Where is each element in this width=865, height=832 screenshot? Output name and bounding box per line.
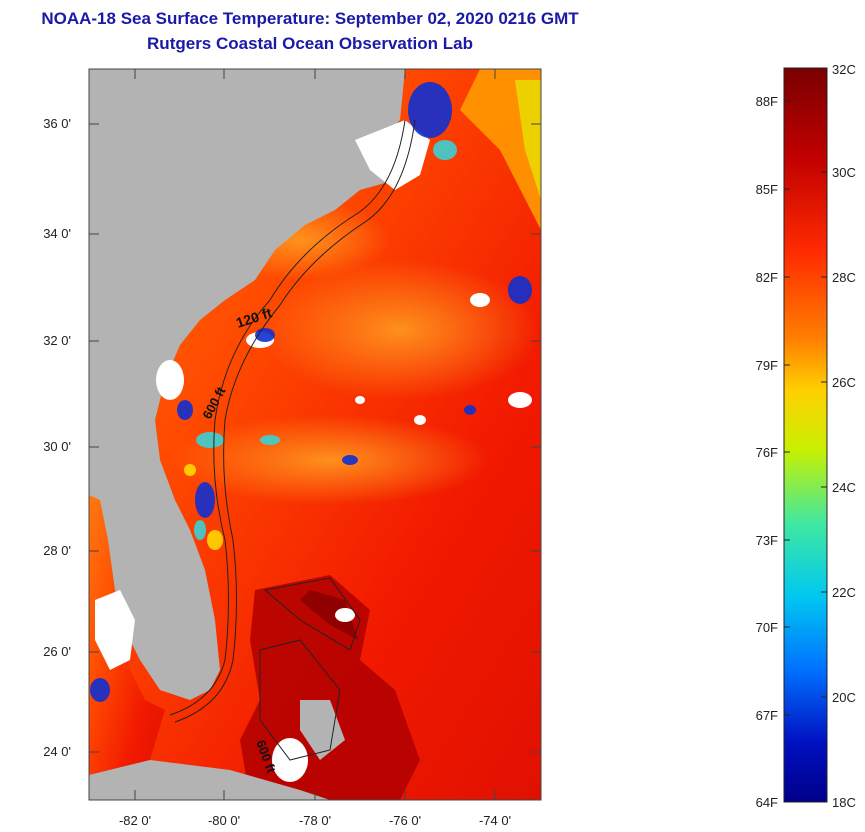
colorbar-c-label: 32C: [832, 62, 856, 77]
lat-label: 34 0': [43, 226, 71, 241]
lon-label: -76 0': [388, 813, 422, 828]
colorbar-f-label: 64F: [755, 795, 778, 810]
bahamas-contour: [259, 639, 341, 761]
colorbar-f-label: 88F: [755, 94, 778, 109]
lon-label: -78 0': [298, 813, 332, 828]
colorbar-c-label: 18C: [832, 795, 856, 810]
sst-map-area[interactable]: [89, 69, 541, 800]
lat-label: 32 0': [43, 333, 71, 348]
colorbar-c-label: 22C: [832, 585, 856, 600]
lon-label: -74 0': [478, 813, 512, 828]
colorbar-c-label: 30C: [832, 165, 856, 180]
bahamas-contour: [263, 577, 361, 651]
cuba-land: [89, 760, 330, 800]
lon-label: -80 0': [207, 813, 241, 828]
warm-streak: [170, 415, 490, 505]
colorbar-f-label: 70F: [755, 620, 778, 635]
lat-label: 28 0': [43, 543, 71, 558]
cloud-patch: [355, 120, 430, 190]
colorbar-f-label: 73F: [755, 533, 778, 548]
colorbar: [783, 67, 828, 803]
cool-speckles: [184, 464, 223, 550]
colorbar-c-label: 28C: [832, 270, 856, 285]
contour-120ft: [169, 119, 406, 716]
colorbar-f-label: 67F: [755, 708, 778, 723]
colorbar-f-label: 85F: [755, 182, 778, 197]
lat-label: 26 0': [43, 644, 71, 659]
lon-ticks: [134, 69, 496, 800]
map-title: NOAA-18 Sea Surface Temperature: Septemb…: [41, 9, 579, 28]
land-mass: [89, 69, 405, 700]
warm-bahamas-region: [300, 590, 358, 640]
lon-label: -82 0': [118, 813, 152, 828]
map-subtitle: Rutgers Coastal Ocean Observation Lab: [147, 34, 473, 53]
colorbar-f-label: 76F: [755, 445, 778, 460]
contour-600ft: [174, 119, 416, 723]
andros-island: [300, 700, 345, 760]
cool-ne-corner: [515, 80, 541, 200]
lat-label: 36 0': [43, 116, 71, 131]
gulf-of-mexico: [89, 495, 165, 800]
colorbar-f-label: 79F: [755, 358, 778, 373]
cloud-patches: [95, 293, 532, 782]
warm-streak: [260, 260, 540, 400]
lat-ticks: [89, 123, 541, 753]
cool-speckles: [90, 82, 532, 702]
colorbar-c-label: 24C: [832, 480, 856, 495]
cool-speckles: [194, 140, 457, 540]
colorbar-c-label: 20C: [832, 690, 856, 705]
colorbar-c-label: 26C: [832, 375, 856, 390]
lat-label: 24 0': [43, 744, 71, 759]
colorbar-f-label: 82F: [755, 270, 778, 285]
lat-label: 30 0': [43, 439, 71, 454]
colorbar-ticks: [784, 100, 827, 716]
